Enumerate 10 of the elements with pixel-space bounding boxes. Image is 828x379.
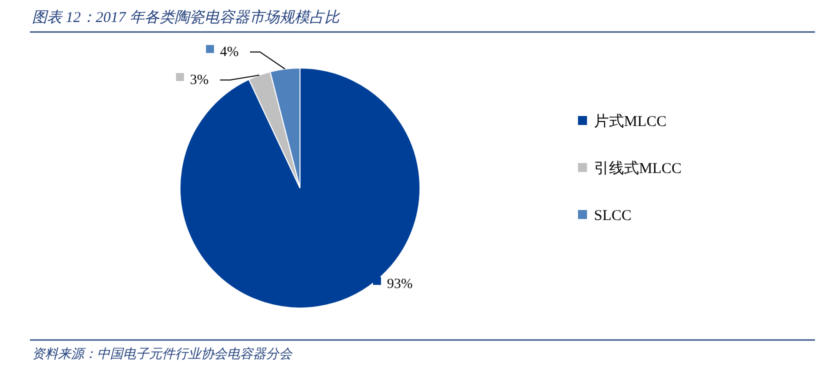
legend-label: 引线式MLCC [594,160,682,177]
pie-slice [180,68,420,308]
legend-label: 片式MLCC [594,113,667,130]
data-label: 93% [387,276,413,292]
data-label: 4% [220,45,239,60]
title: 图表 12：2017 年各类陶瓷电容器市场规模占比 [32,10,340,26]
text: 资料来源：中国电子元件行业协会电容器分会 [32,346,293,361]
legend-label: SLCC [594,208,632,224]
data-label: 3% [190,73,209,88]
pie-slice [248,71,300,188]
